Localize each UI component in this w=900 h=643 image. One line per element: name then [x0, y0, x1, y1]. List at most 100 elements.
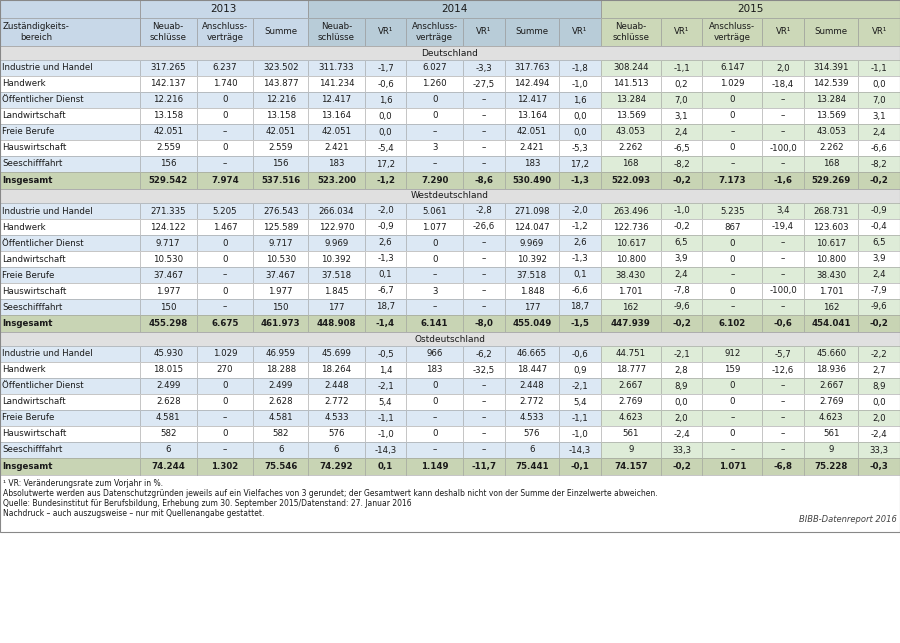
- Text: Summe: Summe: [516, 28, 548, 37]
- Bar: [702, 346, 762, 362]
- Bar: [559, 458, 600, 475]
- Text: -19,4: -19,4: [772, 222, 794, 231]
- Text: VR¹: VR¹: [674, 28, 689, 37]
- Text: 37.518: 37.518: [517, 271, 547, 280]
- Bar: [702, 18, 762, 46]
- Bar: [859, 442, 900, 458]
- Bar: [308, 235, 364, 251]
- Text: 43.053: 43.053: [816, 127, 846, 136]
- Text: 18,7: 18,7: [571, 302, 590, 311]
- Bar: [464, 362, 505, 378]
- Bar: [600, 378, 661, 394]
- Bar: [254, 315, 308, 332]
- Text: 1.977: 1.977: [156, 287, 181, 296]
- Bar: [702, 76, 762, 92]
- Text: –: –: [433, 446, 436, 455]
- Text: 455.298: 455.298: [148, 319, 188, 328]
- Bar: [364, 426, 406, 442]
- Bar: [308, 108, 364, 124]
- Bar: [804, 203, 859, 219]
- Text: 1.029: 1.029: [720, 80, 744, 89]
- Bar: [0, 442, 140, 458]
- Bar: [762, 410, 804, 426]
- Bar: [364, 394, 406, 410]
- Bar: [464, 362, 505, 378]
- Bar: [140, 140, 196, 156]
- Bar: [308, 267, 364, 283]
- Bar: [464, 378, 505, 394]
- Bar: [406, 156, 464, 172]
- Text: -5,7: -5,7: [775, 350, 791, 359]
- Text: Industrie und Handel: Industrie und Handel: [3, 350, 93, 359]
- Bar: [196, 92, 254, 108]
- Bar: [600, 251, 661, 267]
- Bar: [859, 76, 900, 92]
- Bar: [0, 156, 140, 172]
- Bar: [308, 410, 364, 426]
- Bar: [661, 124, 702, 140]
- Bar: [0, 219, 140, 235]
- Bar: [702, 156, 762, 172]
- Bar: [559, 92, 600, 108]
- Bar: [140, 92, 196, 108]
- Bar: [0, 18, 140, 46]
- Bar: [364, 410, 406, 426]
- Bar: [140, 458, 196, 475]
- Bar: [0, 332, 900, 346]
- Bar: [762, 108, 804, 124]
- Text: 13.158: 13.158: [266, 111, 296, 120]
- Bar: [762, 394, 804, 410]
- Bar: [559, 140, 600, 156]
- Bar: [254, 267, 308, 283]
- Bar: [364, 283, 406, 299]
- Bar: [762, 346, 804, 362]
- Text: 0,0: 0,0: [675, 397, 688, 406]
- Text: -7,8: -7,8: [673, 287, 690, 296]
- Text: 168: 168: [823, 159, 840, 168]
- Bar: [364, 60, 406, 76]
- Text: 2,4: 2,4: [872, 127, 886, 136]
- Bar: [505, 172, 559, 189]
- Bar: [254, 18, 308, 46]
- Bar: [762, 315, 804, 332]
- Bar: [0, 378, 140, 394]
- Bar: [406, 426, 464, 442]
- Bar: [762, 283, 804, 299]
- Bar: [0, 410, 140, 426]
- Bar: [559, 283, 600, 299]
- Bar: [859, 378, 900, 394]
- Bar: [702, 410, 762, 426]
- Bar: [464, 267, 505, 283]
- Text: 2.448: 2.448: [519, 381, 544, 390]
- Bar: [702, 426, 762, 442]
- Bar: [0, 203, 140, 219]
- Text: 6: 6: [166, 446, 171, 455]
- Bar: [464, 251, 505, 267]
- Text: 46.665: 46.665: [517, 350, 547, 359]
- Bar: [559, 124, 600, 140]
- Text: 576: 576: [328, 430, 345, 439]
- Bar: [464, 394, 505, 410]
- Bar: [559, 219, 600, 235]
- Text: 46.959: 46.959: [266, 350, 295, 359]
- Text: -1,0: -1,0: [572, 80, 589, 89]
- Text: 10.392: 10.392: [517, 255, 547, 264]
- Text: -27,5: -27,5: [472, 80, 495, 89]
- Bar: [308, 458, 364, 475]
- Text: Anschluss-
verträge: Anschluss- verträge: [709, 23, 755, 42]
- Text: Freie Berufe: Freie Berufe: [3, 413, 55, 422]
- Text: 2.262: 2.262: [618, 143, 644, 152]
- Text: -6,2: -6,2: [475, 350, 492, 359]
- Bar: [859, 426, 900, 442]
- Bar: [364, 108, 406, 124]
- Bar: [254, 60, 308, 76]
- Bar: [661, 18, 702, 46]
- Bar: [196, 156, 254, 172]
- Text: 0: 0: [222, 143, 228, 152]
- Bar: [364, 108, 406, 124]
- Bar: [559, 267, 600, 283]
- Text: 4.623: 4.623: [618, 413, 644, 422]
- Bar: [505, 203, 559, 219]
- Bar: [559, 251, 600, 267]
- Text: 2015: 2015: [737, 4, 763, 14]
